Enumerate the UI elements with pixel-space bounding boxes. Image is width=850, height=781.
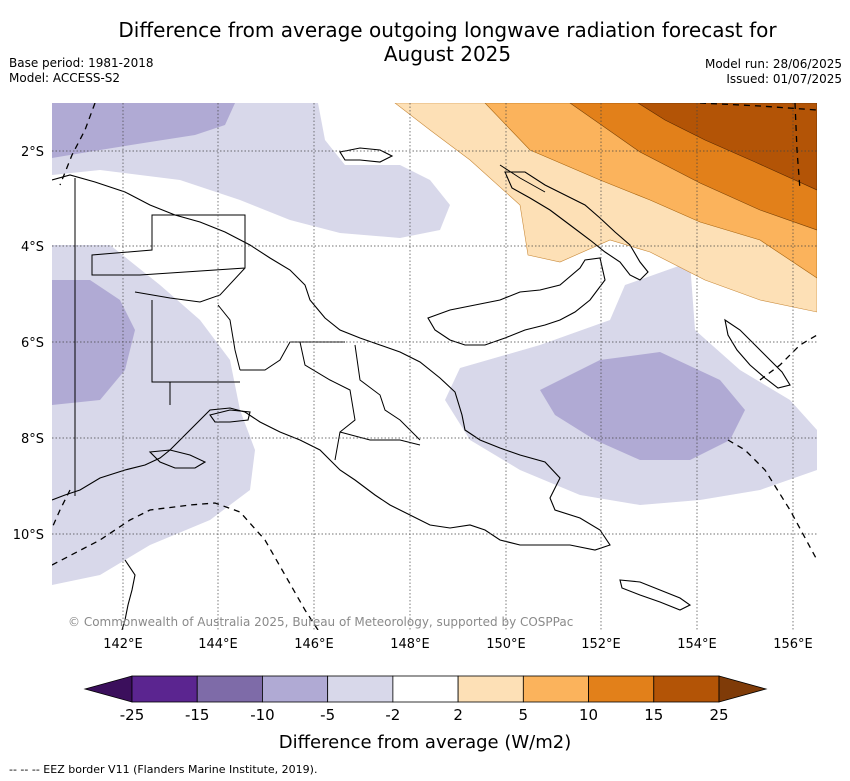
colorbar-segment bbox=[327, 675, 394, 703]
eez-border-northwest bbox=[59, 103, 96, 186]
south-island-chain-coastline bbox=[619, 579, 692, 611]
map-title-line2: August 2025 bbox=[383, 42, 512, 66]
lat-label-8s: 8°S bbox=[21, 432, 44, 447]
model-run: Model run: 28/06/2025 bbox=[704, 57, 842, 71]
lat-labels: 2°S 4°S 6°S 8°S 10°S bbox=[13, 145, 44, 543]
colorbar: -25 -15 -10 -5 -2 2 5 10 15 25 Difference from av… bbox=[83, 675, 768, 753]
manus-island-coastline bbox=[339, 147, 394, 163]
colorbar-segment bbox=[457, 675, 524, 703]
colorbar-tick-label: -25 bbox=[120, 706, 145, 724]
lat-label-6s: 6°S bbox=[21, 336, 44, 351]
eez-border-northeast bbox=[699, 103, 817, 111]
new-ireland-coastline bbox=[504, 171, 649, 281]
eez-legend-note: -- -- -- EEZ border V11 (Flanders Marine… bbox=[9, 763, 318, 776]
lon-label-150e: 150°E bbox=[486, 637, 526, 652]
colorbar-segments bbox=[131, 675, 720, 703]
colorbar-tick-label: -10 bbox=[250, 706, 275, 724]
cape-york-coastline bbox=[121, 559, 136, 630]
lat-label-2s: 2°S bbox=[21, 145, 44, 160]
anomaly-region-pos-very-strong bbox=[637, 103, 817, 191]
colorbar-tick-label: 10 bbox=[579, 706, 598, 724]
colorbar-tick-label: 2 bbox=[453, 706, 463, 724]
lon-label-154e: 154°E bbox=[677, 637, 717, 652]
eez-border-southeast bbox=[727, 439, 817, 561]
coastlines bbox=[52, 147, 791, 630]
ireland-border bbox=[499, 164, 546, 193]
colorbar-segment bbox=[588, 675, 655, 703]
base-period: Base period: 1981-2018 bbox=[9, 56, 154, 70]
eez-border-southwest bbox=[52, 502, 319, 630]
province-borders bbox=[91, 214, 421, 461]
map-title-line1: Difference from average outgoing longwav… bbox=[118, 18, 777, 42]
meta-right: Model run: 28/06/2025 Issued: 01/07/2025 bbox=[705, 57, 842, 87]
colorbar-title: Difference from average (W/m2) bbox=[279, 732, 571, 753]
model-name: Model: ACCESS-S2 bbox=[9, 71, 121, 85]
borders bbox=[74, 164, 546, 496]
meta-left: Base period: 1981-2018 Model: ACCESS-S2 bbox=[9, 56, 154, 86]
colorbar-segment bbox=[262, 675, 329, 703]
colorbar-segment bbox=[653, 675, 720, 703]
colorbar-tick-label: 25 bbox=[709, 706, 728, 724]
anomaly-region-neg-right-strong bbox=[540, 352, 745, 460]
lon-label-142e: 142°E bbox=[103, 637, 143, 652]
colorbar-segment bbox=[196, 675, 263, 703]
colorbar-tick-labels: -25 -15 -10 -5 -2 2 5 10 15 25 bbox=[120, 706, 729, 724]
map-panel: © Commonwealth of Australia 2025, Bureau… bbox=[52, 103, 817, 630]
lon-label-152e: 152°E bbox=[581, 637, 621, 652]
issued-date: Issued: 01/07/2025 bbox=[726, 72, 842, 86]
lat-label-4s: 4°S bbox=[21, 240, 44, 255]
eez-border-west-south bbox=[52, 489, 71, 529]
lon-label-146e: 146°E bbox=[294, 637, 334, 652]
graticule bbox=[52, 103, 817, 630]
eez-border-east bbox=[759, 334, 817, 381]
lat-label-10s: 10°S bbox=[13, 528, 44, 543]
new-guinea-coastline bbox=[52, 174, 611, 551]
colorbar-segment bbox=[392, 675, 459, 703]
copyright-notice: © Commonwealth of Australia 2025, Bureau… bbox=[68, 615, 573, 629]
colorbar-extend-high bbox=[718, 675, 768, 703]
colorbar-tick-label: -15 bbox=[185, 706, 210, 724]
anomaly-region-neg-left-strong bbox=[52, 280, 135, 405]
colorbar-tick-label: 15 bbox=[644, 706, 663, 724]
new-britain-coastline bbox=[427, 257, 606, 346]
colorbar-tick-label: -5 bbox=[320, 706, 335, 724]
lon-labels: 142°E 144°E 146°E 148°E 150°E 152°E 154°… bbox=[103, 637, 813, 652]
bougainville-coastline bbox=[724, 318, 791, 389]
south-coast-islands bbox=[148, 409, 251, 469]
colorbar-tick-label: -2 bbox=[385, 706, 400, 724]
colorbar-segment bbox=[522, 675, 589, 703]
map-title: Difference from average outgoing longwav… bbox=[60, 18, 835, 66]
lon-label-144e: 144°E bbox=[198, 637, 238, 652]
lon-label-156e: 156°E bbox=[773, 637, 813, 652]
colorbar-extend-low bbox=[83, 675, 133, 703]
colorbar-segment bbox=[131, 675, 198, 703]
eez-border-northeast-vertical bbox=[794, 103, 801, 191]
colorbar-tick-label: 5 bbox=[519, 706, 529, 724]
eez-borders bbox=[52, 103, 817, 630]
lon-label-148e: 148°E bbox=[390, 637, 430, 652]
anomaly-region-neg-top-left-strong bbox=[52, 103, 235, 158]
